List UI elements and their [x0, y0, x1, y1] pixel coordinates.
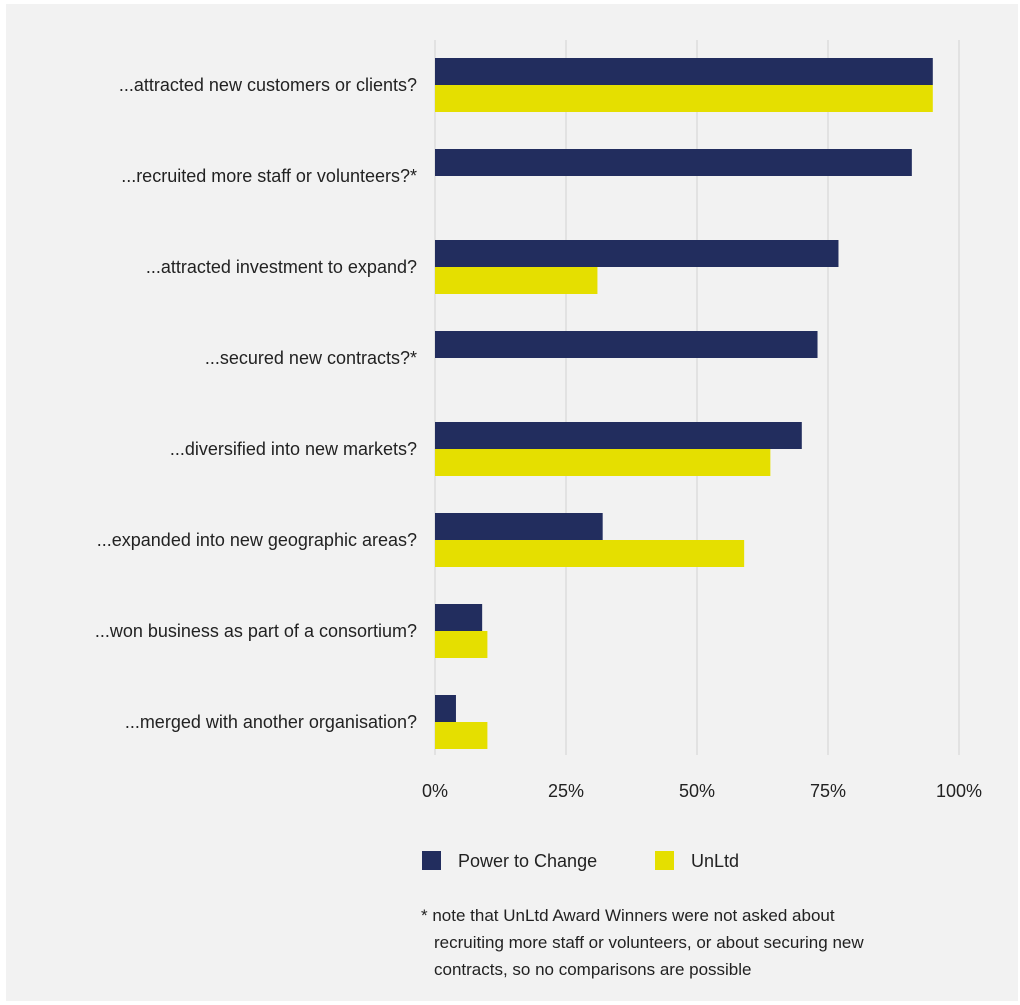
category-label: ...expanded into new geographic areas?	[97, 530, 417, 550]
x-tick-label: 75%	[810, 781, 846, 801]
x-tick-label: 100%	[936, 781, 982, 801]
x-tick-label: 25%	[548, 781, 584, 801]
bar-power-to-change	[435, 240, 839, 267]
x-tick-label: 0%	[422, 781, 448, 801]
legend: Power to Change UnLtd	[422, 851, 739, 871]
footnote-line-3: contracts, so no comparisons are possibl…	[434, 960, 752, 979]
bar-unltd	[435, 722, 488, 749]
bar-power-to-change	[435, 422, 802, 449]
bar-unltd	[435, 267, 598, 294]
category-label: ...diversified into new markets?	[170, 439, 417, 459]
category-label: ...merged with another organisation?	[125, 712, 417, 732]
footnote-line-1: * note that UnLtd Award Winners were not…	[421, 906, 835, 925]
x-tick-label: 50%	[679, 781, 715, 801]
bar-unltd	[435, 85, 933, 112]
gridlines	[434, 40, 960, 755]
bar-unltd	[435, 631, 488, 658]
category-labels: ...attracted new customers or clients?..…	[95, 75, 417, 732]
footnote: * note that UnLtd Award Winners were not…	[421, 906, 864, 979]
category-label: ...attracted new customers or clients?	[119, 75, 417, 95]
category-label: ...recruited more staff or volunteers?*	[121, 166, 417, 186]
category-label: ...secured new contracts?*	[205, 348, 417, 368]
bar-power-to-change	[435, 331, 818, 358]
bar-unltd	[435, 449, 771, 476]
bar-power-to-change	[435, 149, 912, 176]
bar-unltd	[435, 540, 745, 567]
bar-power-to-change	[435, 513, 603, 540]
bars	[435, 58, 933, 749]
bar-power-to-change	[435, 695, 456, 722]
bar-power-to-change	[435, 58, 933, 85]
bar-power-to-change	[435, 604, 483, 631]
category-label: ...attracted investment to expand?	[146, 257, 417, 277]
category-label: ...won business as part of a consortium?	[95, 621, 417, 641]
x-axis-tick-labels: 0% 25% 50% 75% 100%	[422, 781, 982, 801]
legend-label-unltd: UnLtd	[691, 851, 739, 871]
legend-swatch-power-to-change	[422, 851, 441, 870]
legend-swatch-unltd	[655, 851, 674, 870]
legend-label-power-to-change: Power to Change	[458, 851, 597, 871]
footnote-line-2: recruiting more staff or volunteers, or …	[434, 933, 864, 952]
